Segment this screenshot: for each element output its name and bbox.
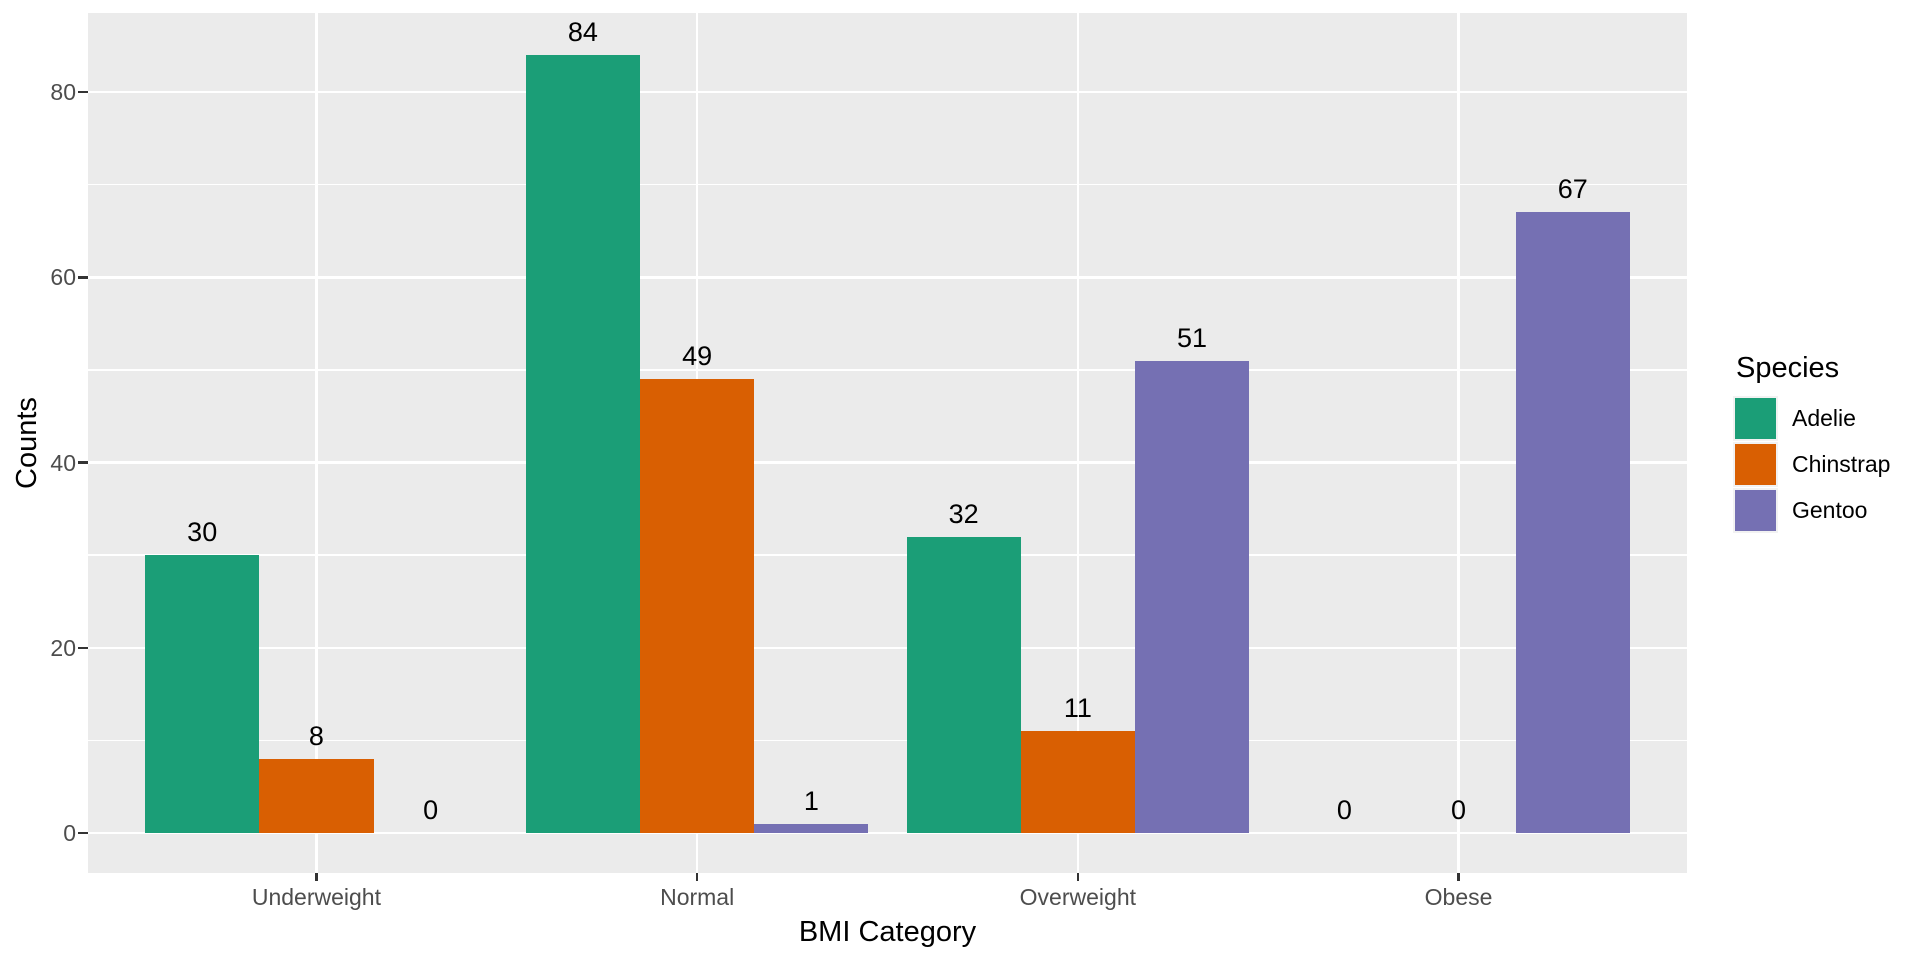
gridline-y-minor-50 [88,369,1687,371]
gridline-y-80 [88,90,1687,94]
bar-adelie-overweight [906,536,1021,833]
gridline-y-40 [88,461,1687,464]
bar-value-label-chinstrap-normal: 49 [682,341,713,372]
gridline-y-minor-70 [88,183,1687,186]
gridline-y-minor-10 [88,739,1687,742]
gridline-y-60 [88,276,1687,279]
bar-chinstrap-underweight [259,758,374,833]
x-tick-mark-normal [695,873,699,881]
x-tick-mark-obese [1457,873,1460,881]
gridline-y-0 [88,831,1687,835]
x-tick-label-underweight: Underweight [251,884,381,910]
bar-value-label-gentoo-underweight: 0 [423,795,439,825]
legend-title: Species [1736,352,1840,384]
bar-gentoo-obese [1515,212,1630,833]
bar-value-label-chinstrap-overweight: 11 [1063,693,1092,724]
y-tick-label-0: 0 [63,820,76,846]
legend-label-chinstrap: Chinstrap [1792,451,1891,477]
bar-chinstrap-overweight [1020,731,1135,833]
bar-value-label-chinstrap-underweight: 8 [308,720,324,751]
x-axis-title: BMI Category [798,916,977,948]
y-tick-mark-40 [78,461,88,464]
gridline-x-overweight [1076,13,1080,873]
legend-label-gentoo: Gentoo [1792,497,1868,523]
legend-key-gentoo [1733,488,1778,533]
bar-gentoo-normal [754,823,869,833]
y-tick-mark-60 [78,276,88,279]
y-axis-title: Counts [11,397,43,489]
bar-value-label-chinstrap-obese: 0 [1451,795,1467,825]
legend-swatch-chinstrap [1735,444,1776,485]
bar-chinstrap-normal [640,379,755,833]
legend-swatch-adelie [1735,398,1776,439]
bar-value-label-adelie-normal: 84 [567,16,598,47]
y-tick-label-20: 20 [50,634,76,661]
bar-value-label-adelie-underweight: 30 [187,517,218,548]
legend-swatch-gentoo [1735,490,1776,531]
y-tick-label-40: 40 [50,449,76,476]
legend-key-adelie [1733,396,1778,441]
x-tick-label-obese: Obese [1424,884,1493,910]
bar-value-label-gentoo-obese: 67 [1557,174,1588,205]
bar-value-label-gentoo-overweight: 51 [1177,322,1208,353]
x-tick-label-overweight: Overweight [1019,884,1136,910]
legend-key-chinstrap [1733,442,1778,487]
bar-gentoo-overweight [1134,360,1250,833]
legend-label-adelie: Adelie [1792,405,1856,431]
bar-adelie-normal [525,54,641,833]
bar-adelie-underweight [145,555,260,833]
plot-panel [88,13,1687,873]
x-tick-label-normal: Normal [660,884,735,910]
y-tick-mark-80 [78,90,88,94]
gridline-y-minor-30 [88,554,1687,556]
bar-value-label-adelie-obese: 0 [1336,795,1352,825]
gridline-x-obese [1457,13,1460,873]
bar-value-label-adelie-overweight: 32 [948,498,979,529]
y-tick-mark-0 [78,831,88,835]
x-tick-mark-underweight [315,873,318,881]
gridline-y-20 [88,646,1687,649]
y-tick-mark-20 [78,646,88,649]
y-tick-label-60: 60 [50,264,76,291]
bar-value-label-gentoo-normal: 1 [803,785,819,816]
y-tick-label-80: 80 [50,79,76,105]
x-tick-mark-overweight [1076,873,1080,881]
gridline-x-underweight [315,13,318,873]
